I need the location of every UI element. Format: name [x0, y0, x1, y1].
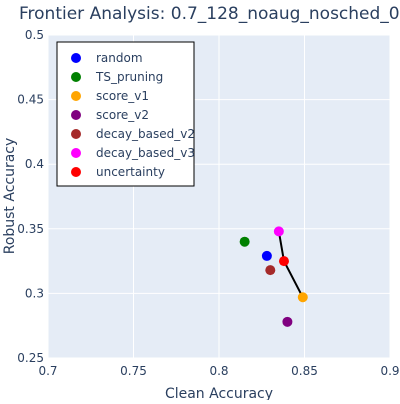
- x-tick-label: 0.7: [38, 364, 57, 378]
- x-tick-label: 0.85: [291, 364, 318, 378]
- legend-marker-score-v1: [71, 91, 81, 101]
- legend-marker-score-v2: [71, 110, 81, 120]
- y-tick-label: 0.25: [17, 351, 44, 365]
- point-decay-based-v2: [265, 265, 276, 276]
- point-uncertainty: [278, 256, 289, 267]
- point-score-v2: [282, 316, 293, 327]
- point-ts-pruning: [239, 236, 250, 247]
- y-tick-label: 0.5: [25, 28, 44, 42]
- y-tick-label: 0.35: [17, 222, 44, 236]
- tick-labels: 0.7 0.75 0.8 0.85 0.9 0.25 0.3 0.35 0.4 0.45 0.5: [17, 28, 399, 378]
- legend-label-decay-based-v3: decay_based_v3: [96, 146, 195, 160]
- legend-label-score-v1: score_v1: [96, 89, 149, 103]
- x-tick-label: 0.75: [120, 364, 147, 378]
- legend-label-decay-based-v2: decay_based_v2: [96, 127, 195, 141]
- legend-label-ts-pruning: TS_pruning: [95, 70, 163, 84]
- legend-marker-decay-based-v3: [71, 148, 81, 158]
- legend-marker-uncertainty: [71, 167, 81, 177]
- legend-marker-random: [71, 53, 81, 63]
- point-decay-based-v3: [273, 226, 284, 237]
- y-tick-label: 0.3: [25, 286, 44, 300]
- y-tick-label: 0.45: [17, 93, 44, 107]
- x-tick-label: 0.8: [209, 364, 228, 378]
- legend: random TS_pruning score_v1 score_v2 decay_ba…: [56, 41, 195, 187]
- legend-marker-decay-based-v2: [71, 129, 81, 139]
- x-axis-label: Clean Accuracy: [165, 386, 273, 400]
- chart-title: Frontier Analysis: 0.7_128_noaug_nosched…: [19, 4, 400, 24]
- y-tick-label: 0.4: [25, 157, 44, 171]
- point-random: [261, 250, 272, 261]
- point-score-v1: [297, 292, 308, 303]
- legend-label-random: random: [96, 51, 143, 65]
- legend-marker-ts-pruning: [71, 72, 81, 82]
- legend-label-score-v2: score_v2: [96, 108, 149, 122]
- data-points: [239, 226, 308, 327]
- x-tick-label: 0.9: [380, 364, 399, 378]
- y-axis-label: Robust Accuracy: [2, 138, 18, 255]
- legend-label-uncertainty: uncertainty: [96, 165, 165, 179]
